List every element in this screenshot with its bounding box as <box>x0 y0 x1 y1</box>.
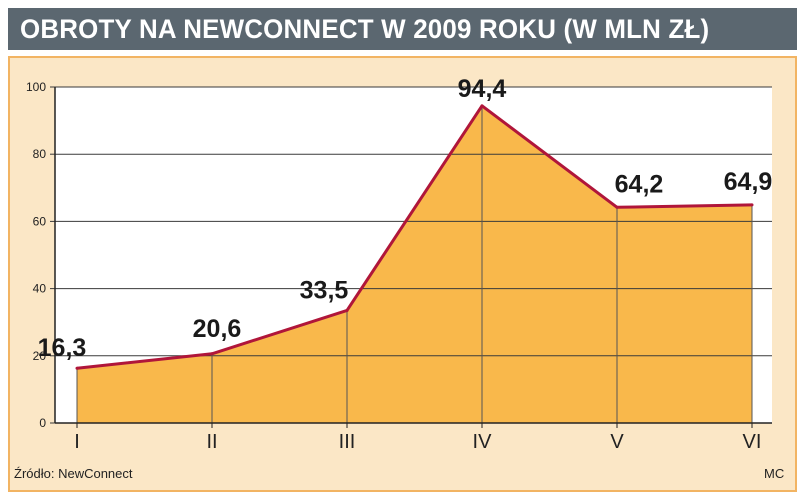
value-label: 64,9 <box>724 168 773 196</box>
source-note: Źródło: NewConnect <box>14 466 133 481</box>
y-tick-label: 20 <box>33 349 47 363</box>
y-tick-label: 40 <box>33 282 47 296</box>
value-label: 20,6 <box>193 315 242 343</box>
y-tick-label: 60 <box>33 214 47 228</box>
x-tick-label: VI <box>743 431 762 453</box>
x-tick-label: I <box>74 431 80 453</box>
data-point <box>480 104 484 108</box>
data-point <box>210 352 214 356</box>
data-point <box>750 203 754 207</box>
value-label: 16,3 <box>38 334 87 362</box>
data-point <box>615 205 619 209</box>
y-tick-label: 80 <box>33 147 47 161</box>
x-tick-label: II <box>206 431 217 453</box>
x-tick-label: IV <box>473 431 493 453</box>
data-point <box>345 308 349 312</box>
series-line <box>76 104 753 370</box>
data-point <box>75 366 79 370</box>
value-label: 64,2 <box>615 170 664 198</box>
chart-title: OBROTY NA NEWCONNECT W 2009 ROKU (W MLN … <box>20 13 710 44</box>
author-credit: MC <box>764 466 785 481</box>
x-tick-label: V <box>610 431 624 453</box>
y-tick-label: 0 <box>39 416 46 430</box>
y-tick-label: 100 <box>26 80 46 94</box>
value-label: 94,4 <box>458 75 507 103</box>
value-label: 33,5 <box>300 276 349 304</box>
x-tick-label: III <box>339 431 356 453</box>
title-bar: OBROTY NA NEWCONNECT W 2009 ROKU (W MLN … <box>8 8 797 50</box>
